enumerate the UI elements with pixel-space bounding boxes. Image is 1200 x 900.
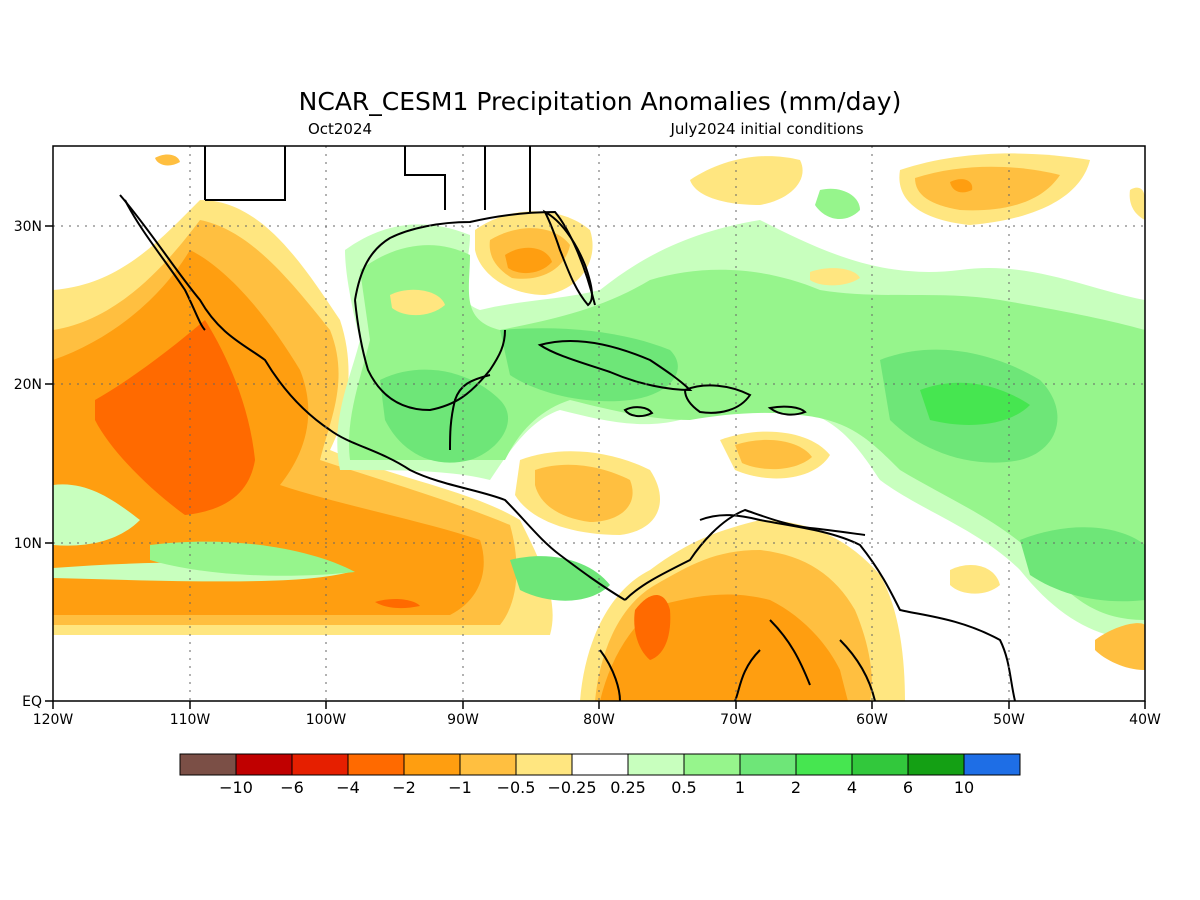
init-conditions-label: July2024 initial conditions xyxy=(669,120,863,138)
legend-swatch xyxy=(515,753,573,776)
color-legend: −10 −6 −4 −2 −1 −0.5 −0.25 0.25 0.5 1 2 4 6 10 xyxy=(179,753,1021,797)
legend-swatch xyxy=(851,753,909,776)
dry-patches xyxy=(155,153,1145,670)
y-tick-label: 30N xyxy=(14,219,42,235)
y-tick-label: 10N xyxy=(14,536,42,552)
legend-label: −2 xyxy=(392,778,416,797)
legend-swatch xyxy=(291,753,349,776)
legend-swatch xyxy=(907,753,965,776)
legend-label: −6 xyxy=(280,778,304,797)
legend-label: 4 xyxy=(847,778,857,797)
y-axis-labels: EQ 10N 20N 30N xyxy=(14,219,42,710)
x-tick-label: 60W xyxy=(856,712,888,728)
x-tick-label: 80W xyxy=(583,712,615,728)
legend-swatch xyxy=(683,753,741,776)
legend-swatch xyxy=(571,753,629,776)
x-tick-label: 70W xyxy=(720,712,752,728)
legend-label: −1 xyxy=(448,778,472,797)
legend-label: −0.5 xyxy=(497,778,536,797)
x-tick-label: 110W xyxy=(170,712,211,728)
y-tick-label: 20N xyxy=(14,377,42,393)
legend-swatch xyxy=(403,753,461,776)
legend-swatches xyxy=(179,753,1021,776)
pacific-dry-anomaly xyxy=(53,200,553,635)
legend-swatch xyxy=(739,753,797,776)
figure-title: NCAR_CESM1 Precipitation Anomalies (mm/d… xyxy=(299,87,902,116)
legend-label: 6 xyxy=(903,778,913,797)
legend-swatch xyxy=(627,753,685,776)
legend-label: 2 xyxy=(791,778,801,797)
legend-label: −10 xyxy=(219,778,253,797)
south-america-dry-anomaly xyxy=(580,520,905,701)
y-tick-label: EQ xyxy=(22,694,42,710)
x-tick-label: 40W xyxy=(1129,712,1161,728)
valid-month-label: Oct2024 xyxy=(308,120,372,138)
x-tick-label: 90W xyxy=(447,712,479,728)
tick-marks xyxy=(45,225,1146,709)
legend-label: 0.25 xyxy=(610,778,646,797)
grid-lines xyxy=(53,146,1145,701)
legend-label: 10 xyxy=(954,778,974,797)
legend-swatch xyxy=(963,753,1021,776)
legend-swatch xyxy=(235,753,293,776)
legend-label: −4 xyxy=(336,778,360,797)
legend-label: 0.5 xyxy=(671,778,696,797)
legend-label: −0.25 xyxy=(547,778,596,797)
coastlines xyxy=(119,146,1016,701)
x-tick-label: 50W xyxy=(993,712,1025,728)
map-panel xyxy=(53,146,1145,701)
x-axis-labels: 120W 110W 100W 90W 80W 70W 60W 50W 40W xyxy=(33,712,1161,728)
legend-swatch xyxy=(179,753,237,776)
x-tick-label: 120W xyxy=(33,712,74,728)
legend-swatch xyxy=(459,753,517,776)
legend-labels: −10 −6 −4 −2 −1 −0.5 −0.25 0.25 0.5 1 2 4 6 10 xyxy=(219,778,974,797)
x-tick-label: 100W xyxy=(306,712,347,728)
legend-swatch xyxy=(347,753,405,776)
legend-label: 1 xyxy=(735,778,745,797)
legend-swatch xyxy=(795,753,853,776)
